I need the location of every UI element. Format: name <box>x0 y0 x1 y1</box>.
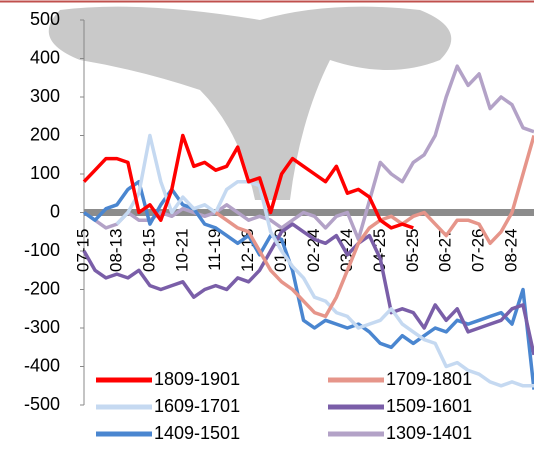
series-line <box>115 133 534 388</box>
legend-label: 1709-1801 <box>386 369 472 389</box>
x-tick-label: 10-21 <box>172 229 191 272</box>
y-tick-label: 0 <box>50 201 60 221</box>
y-tick-label: -400 <box>24 355 60 375</box>
y-tick-label: 500 <box>30 9 60 29</box>
legend-label: 1309-1401 <box>386 423 472 443</box>
series-line <box>82 222 534 356</box>
series-line <box>214 135 534 319</box>
x-tick-label: 06-27 <box>436 229 455 272</box>
legend-label: 1609-1701 <box>154 396 240 416</box>
x-tick-label: 04-25 <box>370 229 389 272</box>
y-tick-label: -100 <box>24 240 60 260</box>
watermark <box>48 6 452 200</box>
legend-label: 1809-1901 <box>154 369 240 389</box>
x-tick-label: 05-25 <box>403 229 422 272</box>
series-line <box>82 179 534 390</box>
y-tick-label: 300 <box>30 86 60 106</box>
x-tick-label: 07-15 <box>73 229 92 272</box>
series-line <box>82 133 414 230</box>
x-tick-label: 09-15 <box>139 229 158 272</box>
legend-label: 1409-1501 <box>154 423 240 443</box>
x-tick-label: 11-19 <box>205 229 224 271</box>
x-tick-label: 08-24 <box>502 229 521 272</box>
series-line <box>82 64 534 242</box>
y-tick-label: 400 <box>30 47 60 67</box>
y-tick-label: -300 <box>24 317 60 337</box>
y-tick-label: -500 <box>24 394 60 414</box>
y-tick-label: 200 <box>30 124 60 144</box>
y-tick-label: -200 <box>24 278 60 298</box>
legend-label: 1509-1601 <box>386 396 472 416</box>
x-tick-label: 07-26 <box>469 229 488 272</box>
y-tick-label: 100 <box>30 163 60 183</box>
x-tick-label: 08-13 <box>106 229 125 272</box>
